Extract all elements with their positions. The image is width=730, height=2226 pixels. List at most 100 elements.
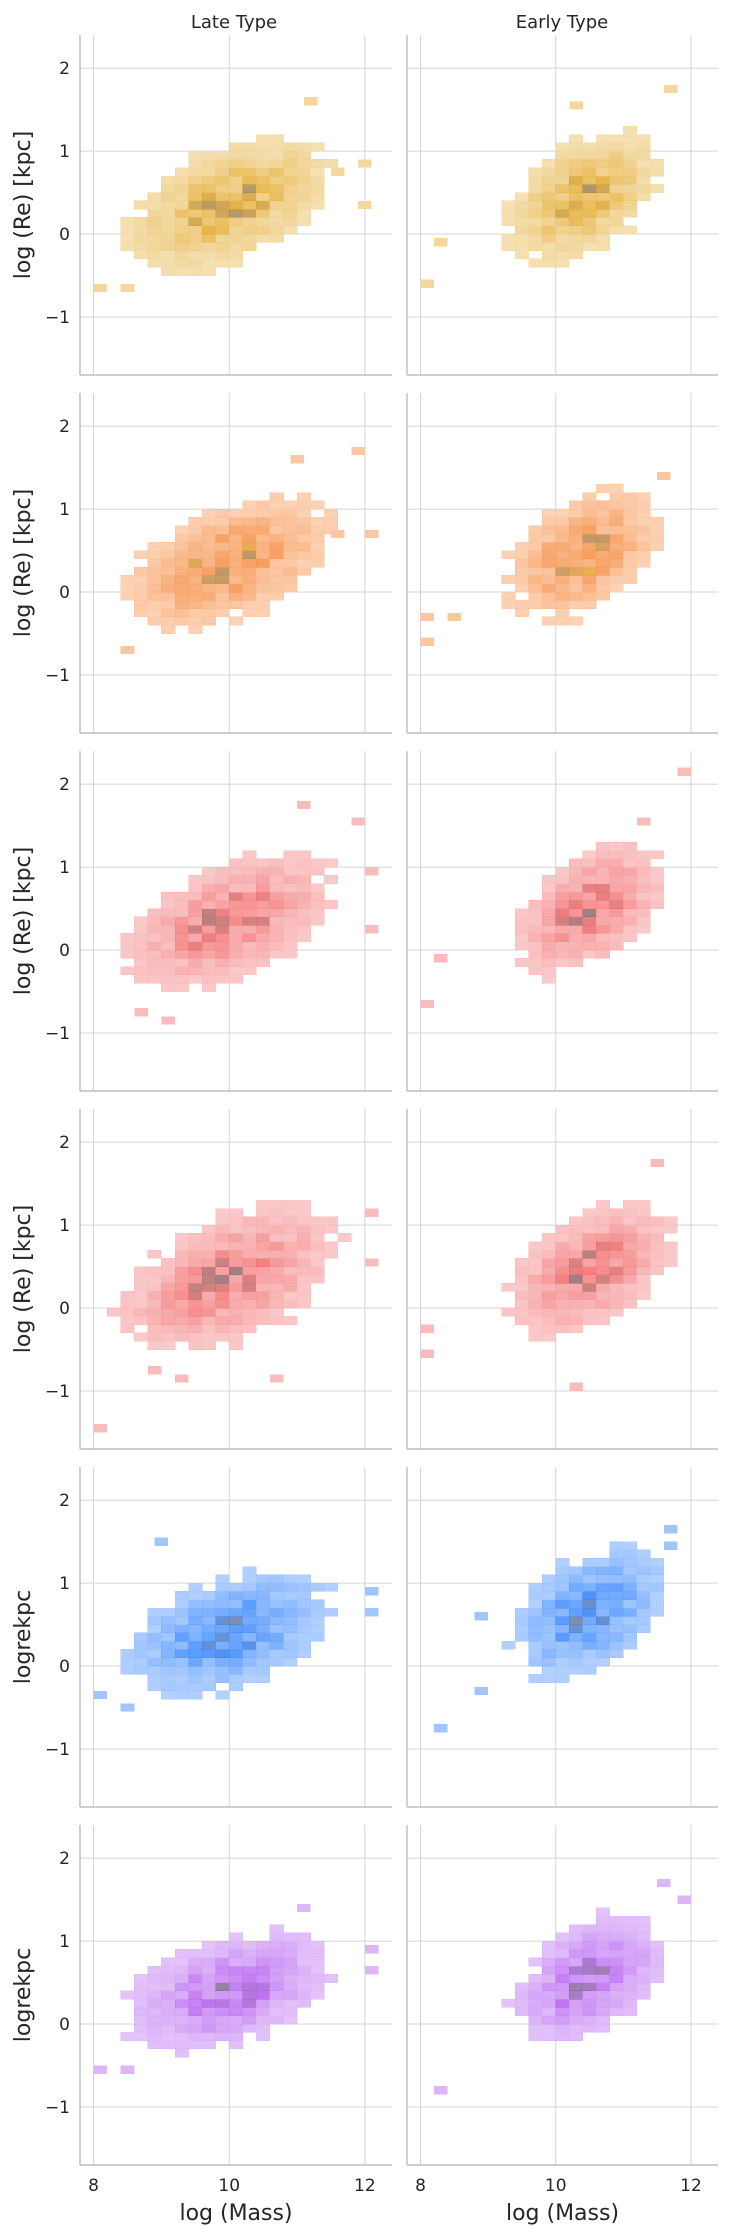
histogram-cell [623,858,638,868]
histogram-cell [555,941,570,951]
histogram-cell [174,1599,189,1609]
histogram-cell [256,949,271,959]
histogram-cell [228,1340,244,1350]
histogram-cell [147,242,162,251]
histogram-cell [636,1566,651,1576]
histogram-cell-outlier [569,1382,583,1391]
histogram-cell [528,525,543,535]
histogram-cell [636,883,651,893]
histogram-cell [228,908,244,918]
histogram-cell-outlier [364,1608,379,1617]
histogram-cell [228,1940,244,1950]
histogram-cell [188,217,203,226]
histogram-cell [623,542,638,551]
histogram-cell [174,175,189,185]
histogram-cell [174,1291,189,1300]
histogram-cell [650,900,665,909]
histogram-cell [201,525,216,535]
histogram-cell [147,2032,162,2041]
histogram-cell [283,883,298,893]
histogram-cell [161,924,176,934]
histogram-cell [609,1607,624,1617]
histogram-cell [256,233,271,243]
histogram-cell [269,1199,284,1209]
histogram-cell [283,916,298,926]
histogram-cell [201,175,216,185]
histogram-cell [569,134,584,144]
y-axis-label: log (Re) [kpc] [11,489,36,638]
histogram-cell [215,175,230,185]
histogram-cell [174,575,189,584]
histogram-cell [147,1266,162,1276]
histogram-cell [296,142,311,152]
histogram-cell [256,1974,271,1983]
histogram-cell [555,1582,570,1592]
histogram-cell [528,941,543,951]
histogram-cell [555,1266,570,1276]
histogram-cell [310,1266,325,1276]
histogram-cell [188,1249,203,1259]
histogram-cell [215,159,230,168]
histogram-cell [283,208,298,218]
histogram-cell [134,1657,149,1667]
histogram-cell [147,1682,162,1692]
histogram-cell [609,1233,624,1242]
histogram-cell [296,508,311,518]
histogram-cell [269,1224,284,1234]
histogram-cell [569,933,584,942]
histogram-cell [134,949,149,959]
histogram-cell [555,1632,570,1642]
histogram-cell [283,891,298,901]
histogram-cell [296,192,311,202]
histogram-cell [215,542,230,551]
histogram-cell [582,550,597,560]
histogram-cell [283,858,298,868]
histogram-cell [541,1965,556,1975]
histogram-cell [201,233,216,243]
histogram-cell [569,225,584,235]
histogram-cell [650,1266,665,1276]
histogram-cell [215,1241,230,1251]
histogram-cell [188,591,203,601]
histogram-cell [228,2040,244,2050]
histogram-cell [188,192,203,202]
histogram-cell [120,2032,135,2041]
histogram-cell [228,208,244,218]
histogram-cell [541,542,556,551]
histogram-cell [147,1307,162,1317]
histogram-cells [434,1878,691,2095]
histogram-cell [650,1591,665,1600]
histogram-cell [596,1258,611,1267]
histogram-cell [228,1990,244,2000]
histogram-cell [242,1982,257,1992]
histogram-cell [228,941,244,951]
histogram-cell [555,258,570,268]
histogram-cell [147,1974,162,1983]
histogram-cell-outlier [93,1424,108,1433]
histogram-cell [582,1974,597,1983]
histogram-cell [555,550,570,560]
histogram-cell [528,933,543,942]
histogram-cell [188,167,203,177]
y-tick-label: 1 [59,1216,70,1236]
histogram-cell [188,1990,203,2000]
histogram-cell [283,1990,298,2000]
histogram-cell [283,1982,298,1992]
histogram-cell [650,1566,665,1576]
histogram-cell [228,1974,244,1983]
histogram-cell [120,949,135,959]
histogram-cell [188,517,203,526]
histogram-cell [541,1299,556,1309]
histogram-cell [120,1990,135,2000]
histogram-cell [215,1233,230,1242]
histogram-cell [609,167,624,177]
histogram-cell-outlier [677,767,691,776]
histogram-cell [147,616,162,626]
histogram-cell [256,1316,271,1325]
histogram-cell [188,159,203,168]
histogram-cell [582,600,597,609]
histogram-cell [636,550,651,560]
histogram-cell [296,1299,311,1309]
histogram-cell [623,167,638,177]
histogram-cell [623,1632,638,1642]
